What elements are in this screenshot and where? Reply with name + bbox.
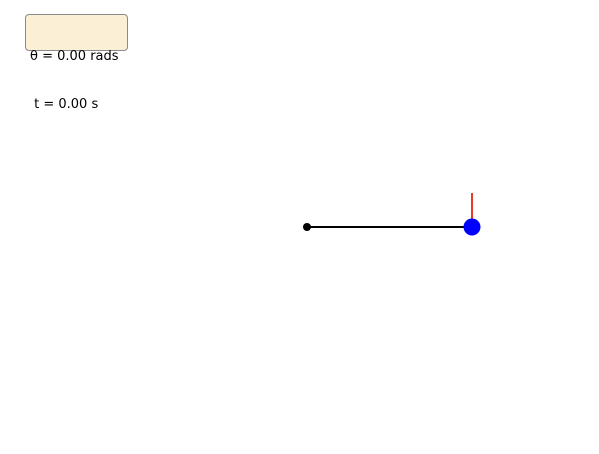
pendulum-pivot	[303, 223, 311, 231]
pendulum-bob	[463, 218, 481, 236]
time-readout: t = 0.00 s	[30, 97, 99, 112]
angle-readout: θ = 0.00 rads	[30, 49, 119, 64]
state-info-box: θ = 0.00 rads t = 0.00 s	[25, 14, 128, 112]
